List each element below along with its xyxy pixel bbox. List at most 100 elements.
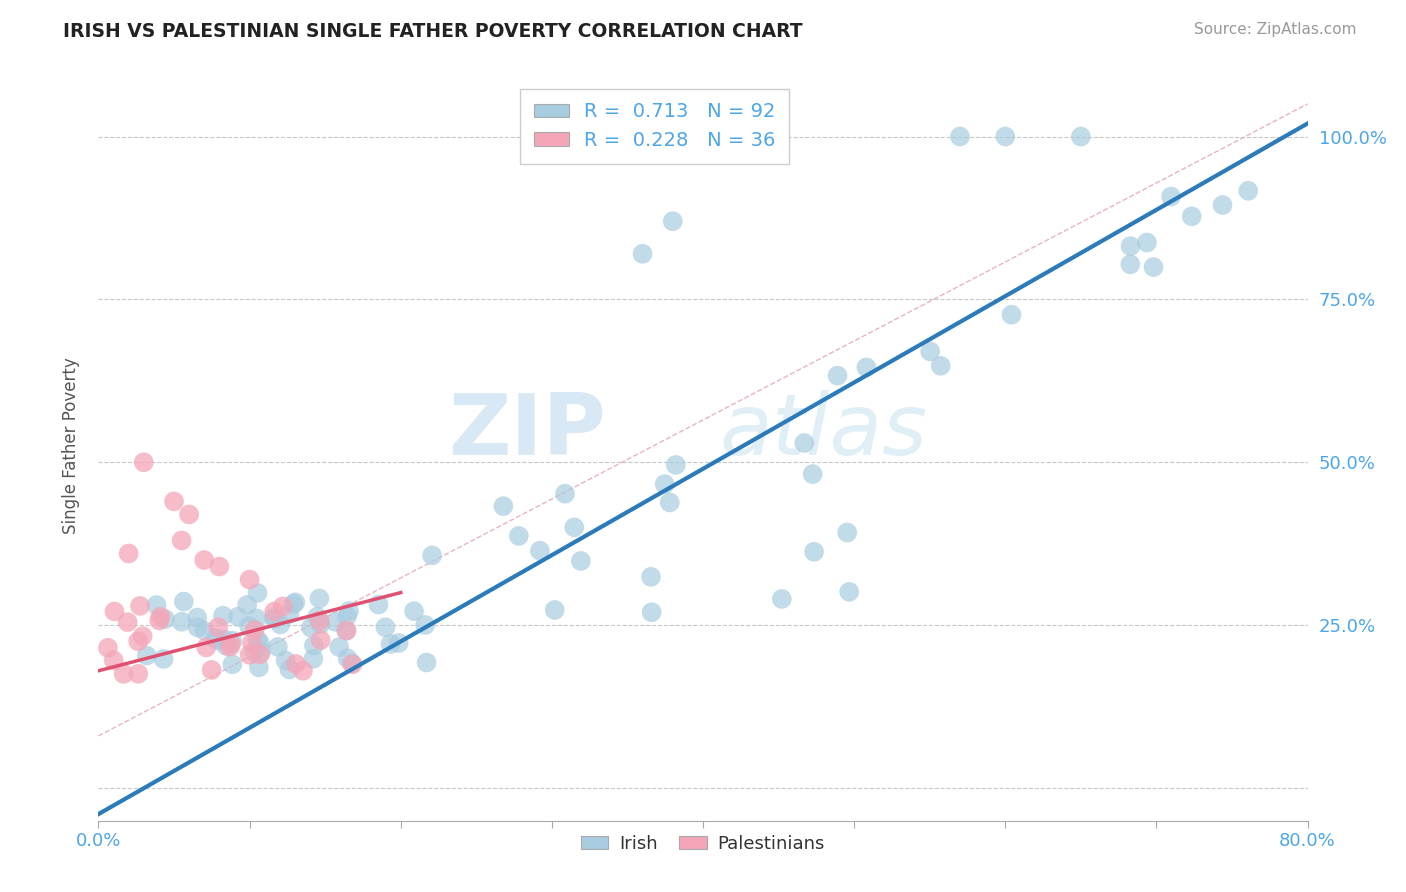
Point bbox=[308, 614, 330, 628]
Point bbox=[117, 615, 139, 629]
Point bbox=[309, 617, 332, 632]
Point bbox=[278, 663, 301, 677]
Point bbox=[640, 570, 662, 584]
Point bbox=[278, 607, 301, 622]
Point bbox=[208, 559, 231, 574]
Y-axis label: Single Father Poverty: Single Father Poverty bbox=[62, 358, 80, 534]
Point bbox=[284, 595, 307, 609]
Point bbox=[221, 657, 243, 672]
Point bbox=[283, 597, 305, 611]
Point bbox=[170, 533, 193, 548]
Point bbox=[562, 520, 585, 534]
Legend: Irish, Palestinians: Irish, Palestinians bbox=[574, 828, 832, 860]
Point bbox=[661, 214, 683, 228]
Point bbox=[1119, 239, 1142, 253]
Point bbox=[118, 547, 141, 561]
Point bbox=[308, 591, 330, 606]
Point bbox=[214, 632, 236, 647]
Point bbox=[215, 639, 238, 653]
Point bbox=[420, 549, 443, 563]
Point bbox=[249, 647, 271, 661]
Point bbox=[245, 611, 267, 625]
Point bbox=[837, 525, 859, 540]
Point bbox=[994, 129, 1017, 144]
Point bbox=[246, 632, 269, 647]
Point bbox=[267, 640, 290, 654]
Point bbox=[97, 640, 120, 655]
Point bbox=[342, 657, 364, 672]
Point bbox=[529, 543, 551, 558]
Point bbox=[1212, 198, 1234, 212]
Point bbox=[1181, 210, 1204, 224]
Point bbox=[1237, 184, 1260, 198]
Point bbox=[243, 645, 266, 659]
Point bbox=[291, 664, 314, 678]
Point bbox=[170, 615, 193, 629]
Point bbox=[838, 585, 860, 599]
Point bbox=[770, 591, 793, 606]
Point bbox=[127, 666, 149, 681]
Point bbox=[219, 637, 242, 651]
Point bbox=[299, 621, 322, 635]
Point bbox=[240, 636, 263, 650]
Point bbox=[148, 614, 170, 628]
Point bbox=[207, 620, 229, 634]
Point bbox=[152, 652, 174, 666]
Point bbox=[193, 553, 215, 567]
Point bbox=[1142, 260, 1164, 274]
Point bbox=[1000, 308, 1022, 322]
Point bbox=[1160, 189, 1182, 203]
Point bbox=[855, 360, 877, 375]
Point bbox=[335, 624, 357, 638]
Point bbox=[336, 609, 359, 624]
Point bbox=[271, 599, 294, 614]
Point bbox=[186, 610, 208, 624]
Point bbox=[544, 603, 567, 617]
Point bbox=[302, 639, 325, 653]
Text: Source: ZipAtlas.com: Source: ZipAtlas.com bbox=[1194, 22, 1357, 37]
Point bbox=[325, 615, 347, 629]
Point bbox=[920, 344, 942, 359]
Point bbox=[374, 620, 396, 634]
Point bbox=[131, 629, 153, 643]
Point bbox=[1070, 129, 1092, 144]
Point bbox=[250, 645, 273, 659]
Point bbox=[263, 611, 285, 625]
Point bbox=[367, 598, 389, 612]
Point bbox=[929, 359, 952, 373]
Point bbox=[218, 640, 240, 654]
Point bbox=[193, 624, 215, 638]
Point bbox=[195, 640, 218, 655]
Point bbox=[402, 604, 425, 618]
Point bbox=[263, 612, 285, 626]
Point bbox=[803, 545, 825, 559]
Point bbox=[243, 623, 266, 637]
Point bbox=[328, 640, 350, 654]
Point bbox=[801, 467, 824, 481]
Text: ZIP: ZIP bbox=[449, 390, 606, 473]
Point bbox=[187, 620, 209, 634]
Point bbox=[132, 455, 155, 469]
Point bbox=[145, 598, 167, 612]
Point bbox=[569, 554, 592, 568]
Point bbox=[112, 667, 135, 681]
Point bbox=[246, 586, 269, 600]
Point bbox=[827, 368, 849, 383]
Point bbox=[238, 619, 260, 633]
Point bbox=[336, 651, 359, 665]
Point bbox=[631, 247, 654, 261]
Point bbox=[207, 633, 229, 648]
Point bbox=[309, 633, 332, 648]
Text: atlas: atlas bbox=[720, 390, 928, 473]
Point bbox=[654, 477, 676, 491]
Point bbox=[163, 494, 186, 508]
Point bbox=[793, 436, 815, 450]
Point bbox=[135, 648, 157, 663]
Point bbox=[492, 499, 515, 513]
Point bbox=[508, 529, 530, 543]
Point bbox=[247, 660, 270, 674]
Point bbox=[337, 604, 360, 618]
Point bbox=[149, 609, 172, 624]
Point bbox=[284, 657, 307, 671]
Point bbox=[380, 637, 402, 651]
